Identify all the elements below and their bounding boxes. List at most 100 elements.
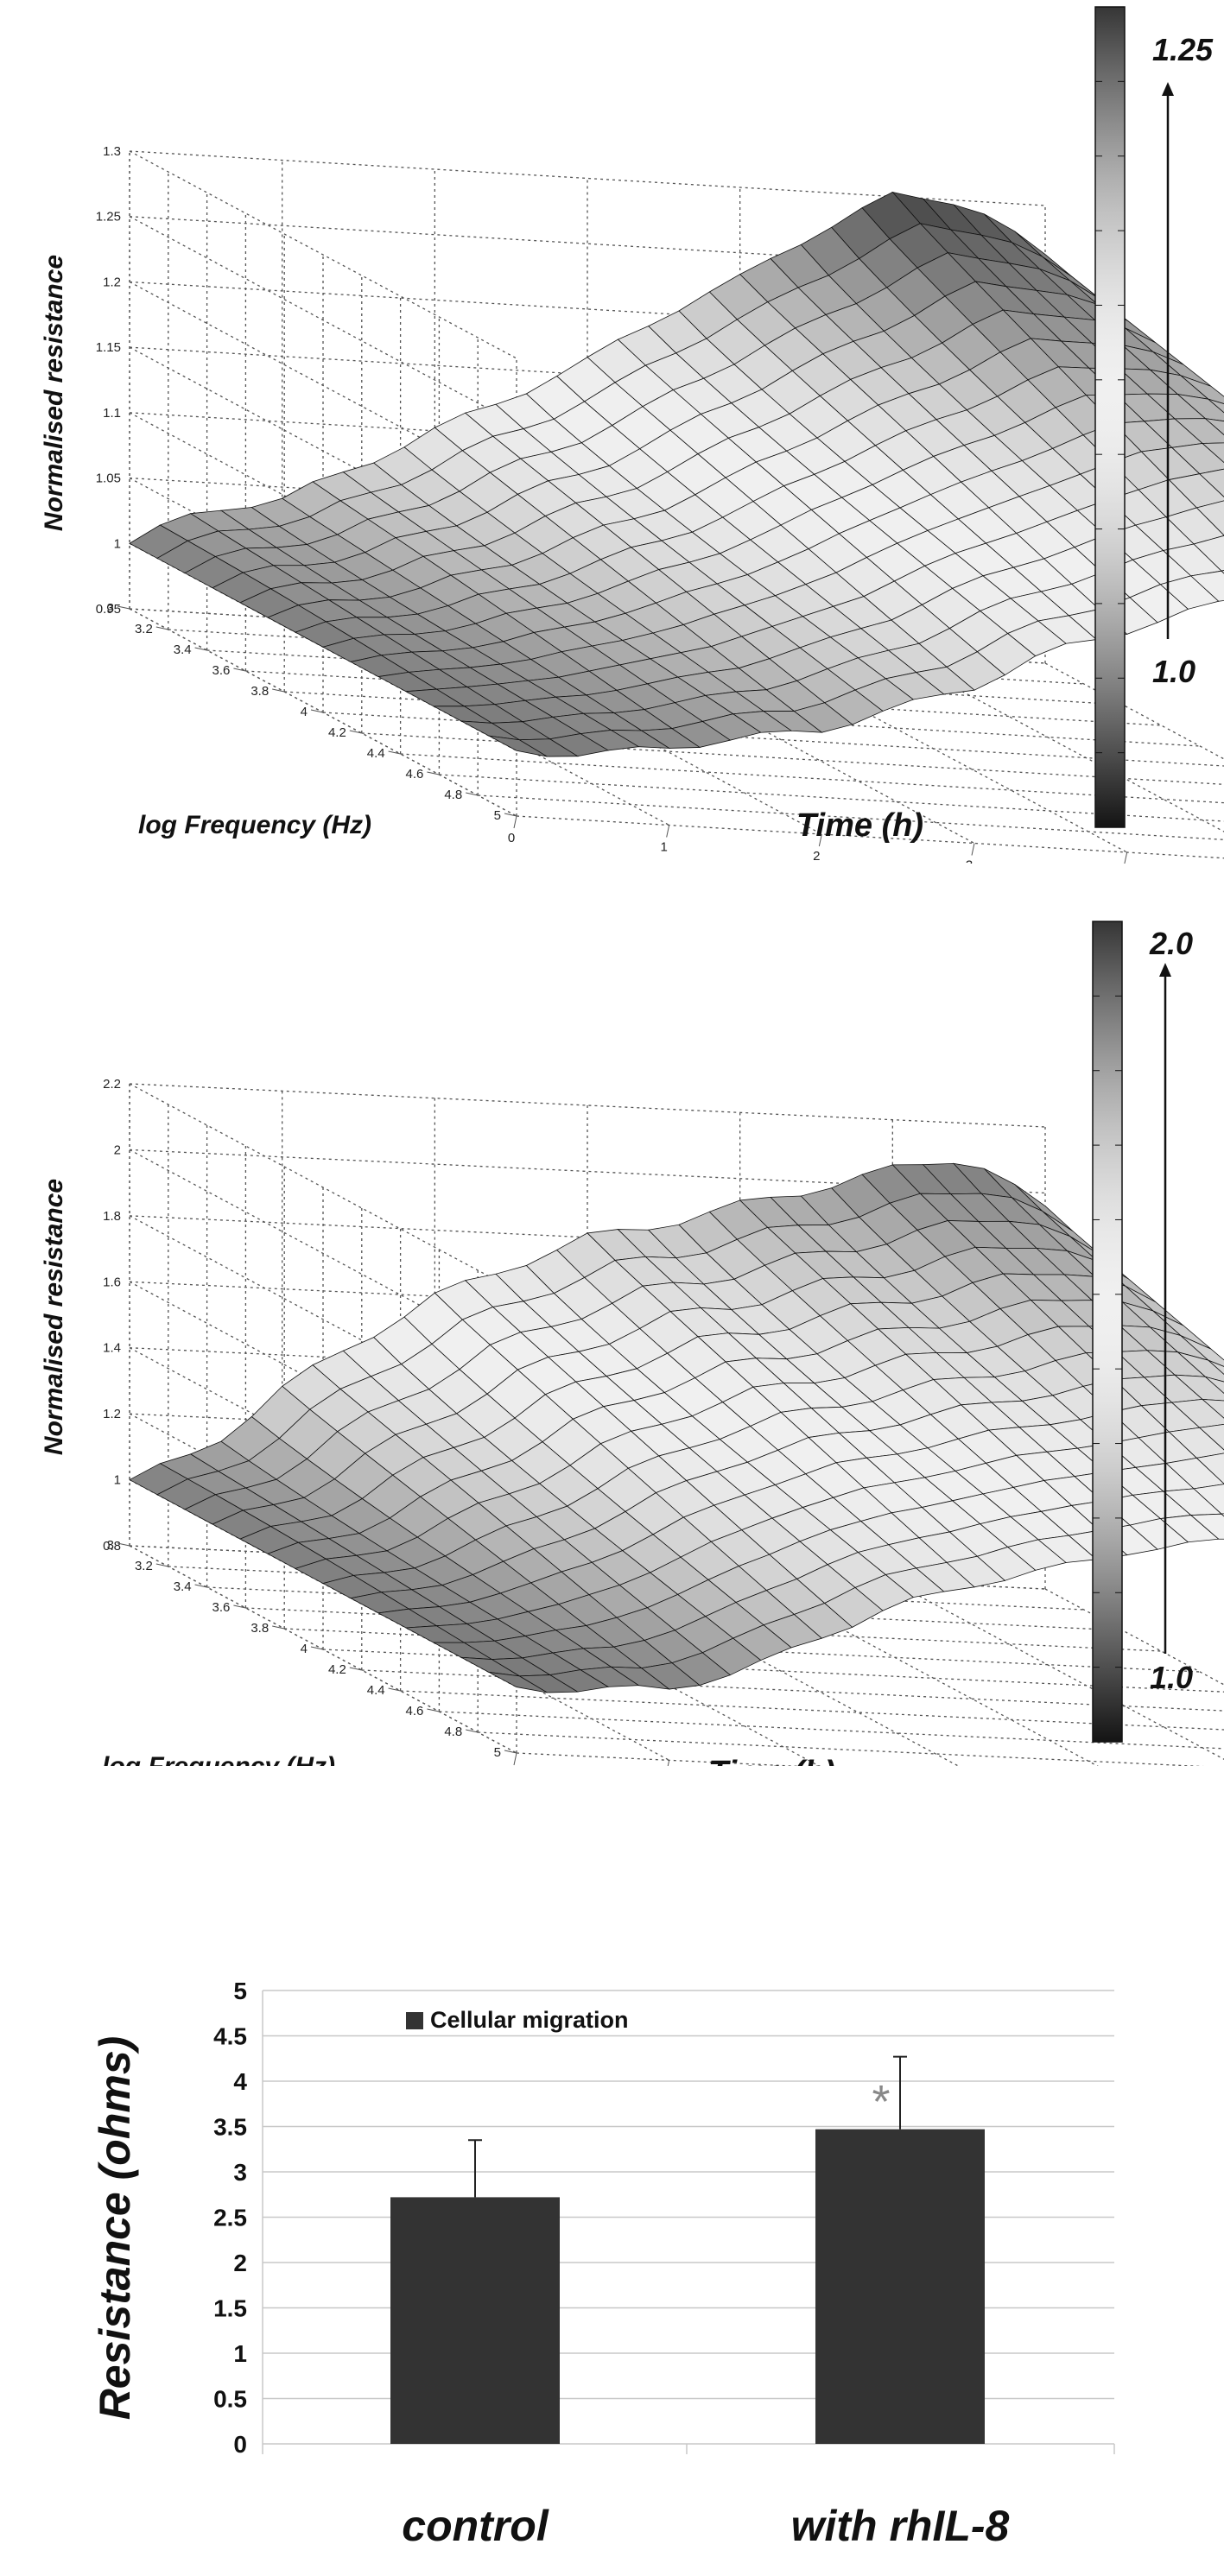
colorbar	[1092, 921, 1123, 1743]
x-tick-label: 3.8	[251, 1621, 269, 1636]
x-tick-label: 3.8	[251, 684, 269, 699]
back-wall-gridline	[129, 1083, 1046, 1128]
z-tick-label: 1.4	[103, 1341, 121, 1356]
y-tick-mark	[1124, 851, 1128, 865]
x-tick-label: 3.2	[135, 1559, 153, 1573]
z-tick-label: 0.8	[103, 1539, 121, 1554]
x-tick-label: 3	[107, 1538, 114, 1553]
x-tick-mark	[117, 605, 130, 610]
y-tick-label: 4.5	[213, 2023, 247, 2050]
z-tick-label: 1.2	[103, 1407, 121, 1421]
y-tick-label: 4	[233, 2068, 247, 2095]
left-wall-gridline	[129, 346, 517, 555]
x-category-label: with rhIL-8	[791, 2502, 1010, 2550]
x-tick-label: 4.2	[328, 725, 346, 740]
x-tick-label: 4.2	[328, 1662, 346, 1677]
z-tick-label: 1.15	[96, 340, 121, 355]
y-tick-mark	[666, 825, 670, 838]
x-tick-label: 4.4	[367, 1683, 385, 1698]
x-tick-label: 4	[301, 705, 308, 719]
x-tick-label: 3	[107, 601, 114, 616]
surface-patch	[488, 735, 548, 757]
z-tick-label: 1.3	[103, 144, 121, 159]
bar	[815, 2129, 985, 2444]
colorbar-bottom-label: 1.0	[1152, 654, 1195, 689]
y-tick-label: 0	[233, 2431, 247, 2458]
y-tick-label: 1.5	[213, 2295, 247, 2322]
x-tick-mark	[233, 668, 246, 672]
legend-label: Cellular migration	[430, 2007, 629, 2033]
y-tick-label: 1	[660, 840, 667, 855]
z-tick-label: 1.2	[103, 275, 121, 289]
legend-swatch	[406, 2012, 423, 2029]
y-tick-label: 0.5	[213, 2386, 247, 2413]
significance-annotation: *	[872, 2076, 890, 2128]
y-tick-mark	[818, 833, 822, 847]
x-tick-label: 4.4	[367, 746, 385, 761]
bar-chart: 0 0.5 1 1.5 2 2.5 3 3.5 4 4.5 5 control with rhIL-8 *…	[0, 1891, 1224, 2572]
z-axis-label: Normalised resistance	[40, 255, 68, 531]
y-tick-label: 1	[233, 2340, 247, 2367]
x-tick-mark	[466, 792, 479, 796]
left-wall-gridline	[129, 281, 517, 491]
bar	[390, 2197, 560, 2444]
x-tick-label: 3.2	[135, 622, 153, 636]
z-tick-label: 1	[114, 1473, 121, 1488]
x-tick-mark	[194, 647, 207, 651]
floor-gridline	[400, 1690, 1224, 1731]
z-tick-label: 2	[114, 1142, 121, 1157]
colorbar	[1094, 6, 1126, 828]
z-tick-label: 0.95	[96, 602, 121, 617]
x-tick-label: 4	[301, 1642, 308, 1656]
x-tick-label: 4.6	[406, 1704, 424, 1718]
x-tick-label: 4.6	[406, 767, 424, 782]
x-tick-label: 3.4	[174, 642, 192, 657]
colorbar-bottom-label: 1.0	[1150, 1660, 1193, 1695]
x-axis-label: log Frequency (Hz)	[102, 1752, 335, 1766]
x-tick-mark	[155, 626, 168, 630]
y-tick-mark	[666, 1760, 670, 1773]
x-tick-label: 5	[494, 808, 501, 823]
x-tick-mark	[504, 1750, 517, 1754]
floor-gridline	[1044, 662, 1224, 760]
x-tick-label: 4.8	[444, 788, 462, 802]
left-wall-gridline	[129, 1215, 517, 1424]
left-wall-gridline	[129, 1149, 517, 1358]
z-tick-label: 1.05	[96, 472, 121, 486]
z-tick-label: 2.2	[103, 1077, 121, 1092]
y-tick-label: 3.5	[213, 2114, 247, 2141]
left-wall-gridline	[129, 1083, 517, 1292]
z-tick-label: 1.8	[103, 1209, 121, 1224]
x-tick-label: 3.4	[174, 1579, 192, 1594]
y-axis-label: Resistance (ohms)	[91, 2036, 139, 2421]
x-tick-mark	[194, 1584, 207, 1588]
x-axis-label: log Frequency (Hz)	[138, 811, 371, 839]
x-tick-mark	[155, 1563, 168, 1567]
x-tick-mark	[427, 1708, 440, 1712]
x-tick-mark	[117, 1542, 130, 1547]
y-tick-label: 2	[233, 2250, 247, 2276]
y-tick-mark	[971, 843, 975, 856]
z-axis-label: Normalised resistance	[40, 1179, 68, 1455]
y-tick-mark	[513, 815, 517, 829]
floor-gridline	[892, 1581, 1224, 1760]
surface-plot-2: 0.8 1 1.2 1.4 1.6 1.8 2 2.2 3 3.2 3.4 3.6 3.8 4 4.2 4.4…	[0, 902, 1224, 1811]
left-wall-gridline	[129, 150, 517, 359]
x-tick-label: 3.6	[212, 1600, 231, 1615]
y-tick-label: 3	[233, 2159, 247, 2186]
surface-plot-2-svg: 0.8 1 1.2 1.4 1.6 1.8 2 2.2 3 3.2 3.4 3.6 3.8 4 4.2 4.4…	[40, 921, 1224, 1811]
left-wall-gridline	[129, 216, 517, 425]
z-tick-label: 1.1	[103, 406, 121, 421]
y-tick-label: 0	[508, 831, 515, 845]
x-tick-mark	[466, 1729, 479, 1733]
colorbar-top-label: 2.0	[1149, 926, 1193, 961]
surface-plot-1: 0.95 1 1.05 1.1 1.15 1.2 1.25 1.3 3 3.2 3.4 3.6 3.8 4…	[0, 0, 1224, 882]
x-tick-mark	[349, 1667, 362, 1671]
colorbar-top-label: 1.25	[1152, 32, 1214, 67]
x-category-label: control	[402, 2502, 549, 2550]
y-axis-label: Time (h)	[708, 1755, 835, 1766]
floor-gridline	[400, 753, 1224, 804]
z-tick-label: 1	[114, 536, 121, 551]
x-tick-label: 5	[494, 1745, 501, 1760]
x-tick-mark	[272, 688, 285, 693]
